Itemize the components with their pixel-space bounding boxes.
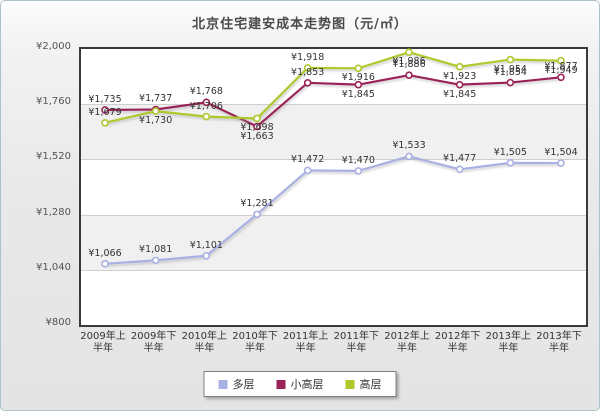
legend: 多层 小高层 高层: [203, 371, 397, 397]
legend-item-小高层[interactable]: 小高层: [276, 376, 324, 392]
data-point[interactable]: [455, 62, 464, 71]
data-point[interactable]: [303, 166, 312, 175]
data-point[interactable]: [557, 73, 565, 82]
y-axis-label: ¥2,000: [36, 41, 71, 52]
data-point[interactable]: [202, 98, 211, 107]
data-point[interactable]: [557, 56, 565, 65]
x-axis-label: 2013年上半年: [485, 331, 532, 354]
data-point[interactable]: [405, 71, 413, 80]
legend-swatch: [218, 379, 228, 389]
legend-item-高层[interactable]: 高层: [345, 376, 382, 392]
data-point[interactable]: [506, 55, 515, 64]
grid-line: [81, 159, 586, 161]
series-line-多层: [104, 155, 562, 265]
data-point[interactable]: [455, 165, 464, 174]
x-axis-label: 2012年下半年: [434, 331, 481, 354]
x-axis-label: 2010年下半年: [232, 331, 278, 354]
legend-label: 小高层: [290, 378, 324, 391]
grid-line: [81, 214, 586, 216]
y-axis-label: ¥1,520: [36, 151, 71, 163]
data-point[interactable]: [151, 107, 160, 115]
legend-item-多层[interactable]: 多层: [218, 376, 255, 392]
data-point[interactable]: [253, 114, 261, 123]
series-line-小高层: [104, 74, 562, 128]
x-axis-label: 2013年下半年: [536, 331, 582, 354]
x-axis-label: 2011年上半年: [282, 331, 329, 354]
grid-line: [81, 269, 586, 271]
x-axis-label: 2012年上半年: [384, 331, 430, 354]
data-point[interactable]: [101, 119, 109, 127]
y-axis-label: ¥1,040: [36, 261, 71, 273]
data-point[interactable]: [151, 256, 160, 265]
data-point[interactable]: [303, 79, 312, 87]
legend-label: 多层: [232, 378, 255, 391]
data-point[interactable]: [354, 64, 363, 73]
series-line-高层: [104, 51, 562, 124]
data-point[interactable]: [455, 80, 464, 89]
data-point[interactable]: [405, 48, 413, 57]
data-point[interactable]: [354, 167, 363, 175]
data-point[interactable]: [557, 159, 565, 167]
data-point[interactable]: [354, 80, 363, 89]
data-point[interactable]: [253, 122, 261, 131]
series-canvas: [101, 48, 565, 268]
data-point[interactable]: [253, 210, 261, 219]
y-axis-label: ¥1,280: [36, 206, 71, 218]
data-point[interactable]: [101, 260, 109, 268]
data-point[interactable]: [202, 251, 211, 260]
x-axis-label: 2009年下半年: [130, 331, 177, 354]
y-axis-label: ¥1,760: [36, 96, 71, 108]
x-axis-label: 2011年下半年: [333, 331, 380, 354]
data-point[interactable]: [101, 106, 109, 114]
plot-area: ¥1,066 ¥1,081 ¥1,101 ¥1,281 ¥1,472 ¥1,470 ¥1,5…: [79, 47, 588, 327]
data-point[interactable]: [506, 159, 515, 167]
legend-swatch: [276, 379, 286, 389]
data-point[interactable]: [506, 78, 515, 87]
y-axis-label: ¥800: [45, 317, 71, 328]
x-axis-label: 2010年上半年: [181, 331, 228, 354]
x-axis-label: 2009年上半年: [80, 331, 126, 354]
plot-band: [81, 104, 586, 160]
data-point[interactable]: [202, 112, 211, 121]
chart-title: 北京住宅建安成本走势图（元/㎡）: [192, 17, 408, 32]
data-point[interactable]: [303, 64, 312, 72]
legend-swatch: [345, 379, 355, 389]
legend-label: 高层: [359, 378, 382, 391]
data-point[interactable]: [405, 152, 413, 161]
grid-line: [81, 104, 586, 106]
